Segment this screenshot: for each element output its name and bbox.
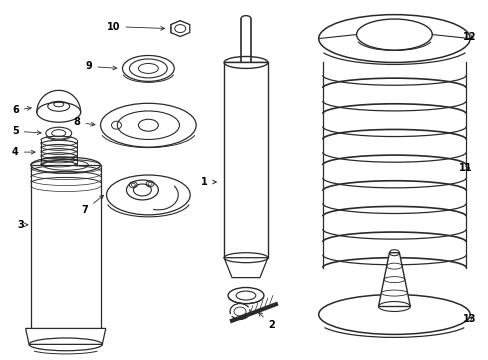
Polygon shape	[170, 21, 189, 37]
Text: 10: 10	[107, 22, 164, 32]
Text: 11: 11	[458, 163, 472, 173]
Text: 9: 9	[86, 62, 117, 71]
Text: 6: 6	[12, 105, 31, 115]
Text: 12: 12	[462, 32, 476, 41]
Text: 2: 2	[258, 312, 274, 330]
Polygon shape	[31, 165, 101, 332]
Polygon shape	[25, 328, 105, 345]
Text: 1: 1	[201, 177, 216, 187]
Text: 7: 7	[81, 195, 103, 215]
Polygon shape	[224, 62, 267, 258]
Text: 8: 8	[74, 117, 95, 127]
Text: 13: 13	[462, 314, 476, 324]
Polygon shape	[378, 253, 409, 306]
Text: 4: 4	[12, 147, 35, 157]
Text: 5: 5	[12, 126, 41, 136]
Text: 3: 3	[17, 220, 28, 230]
Polygon shape	[224, 258, 267, 278]
